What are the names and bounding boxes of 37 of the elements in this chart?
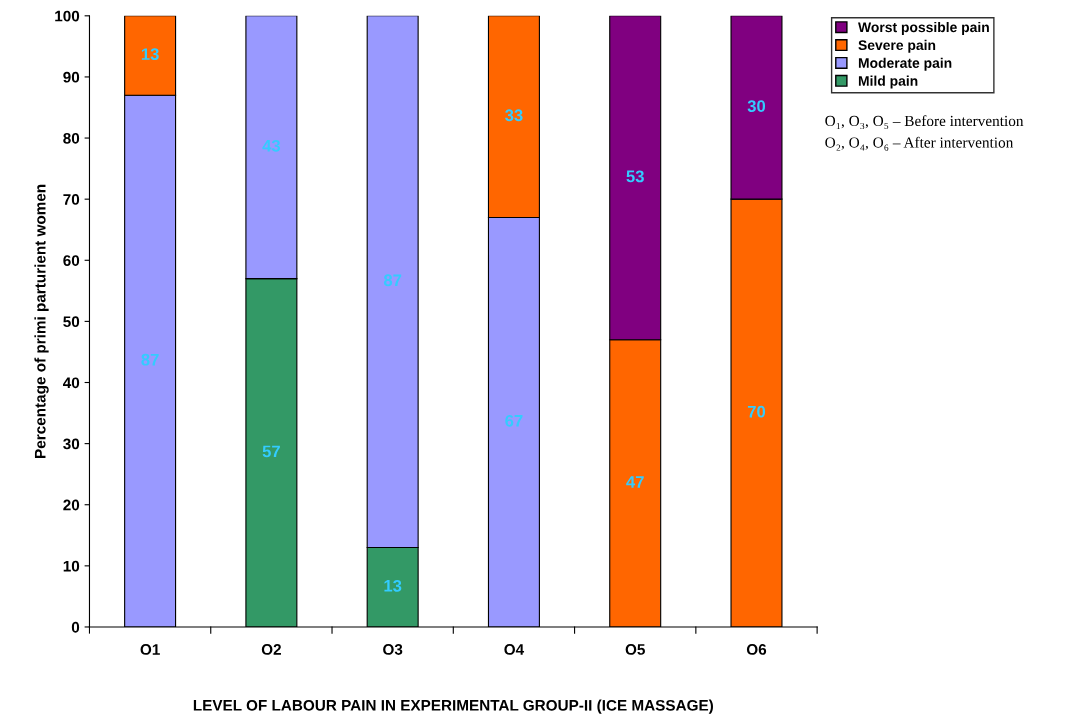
y-tick-label: 10	[63, 560, 80, 572]
y-tick-label: 70	[63, 194, 80, 205]
data-label: 87	[383, 274, 402, 287]
data-label: 13	[384, 579, 402, 592]
y-tick-label: 30	[63, 438, 80, 450]
data-label: 43	[262, 139, 281, 152]
text: O₂, O₄, O₆ – After intervention	[825, 136, 1014, 151]
data-label: 47	[626, 476, 644, 488]
legend-label: Mild pain	[858, 75, 918, 89]
y-tick-label: 60	[63, 255, 80, 266]
y-tick-label: 90	[63, 71, 80, 83]
legend-label: Worst possible pain	[858, 21, 989, 35]
x-tick-label: O2	[261, 644, 281, 655]
y-tick-label: 50	[63, 316, 80, 328]
y-tick-label: 0	[71, 621, 80, 633]
data-label: 57	[262, 445, 280, 458]
data-label: 87	[141, 353, 159, 366]
data-label: 30	[747, 100, 766, 112]
x-tick-label: O4	[504, 644, 525, 655]
y-tick-label: 80	[63, 132, 80, 144]
x-tick-label: O6	[746, 644, 767, 655]
x-axis-title: LEVEL OF LABOUR PAIN IN EXPERIMENTAL GROUP-II (ICE MASSAGE)	[193, 699, 713, 714]
data-label: 53	[626, 170, 644, 183]
x-tick-label: O5	[625, 644, 645, 655]
data-label: 13	[141, 48, 159, 61]
legend-label: Severe pain	[858, 39, 936, 53]
x-tick-label: O1	[140, 644, 160, 655]
data-label: 33	[505, 109, 523, 122]
y-axis-title: Percentage of primi parturient women	[34, 184, 49, 458]
text: O₁, O₃, O₅ – Before intervention	[825, 115, 1024, 130]
y-tick-label: 20	[63, 499, 80, 511]
y-tick-label: 100	[55, 10, 80, 22]
legend-label: Moderate pain	[858, 57, 952, 71]
data-label: 70	[747, 405, 766, 418]
x-tick-label: O3	[383, 644, 403, 655]
y-tick-label: 40	[62, 377, 80, 389]
data-label: 67	[505, 414, 523, 427]
